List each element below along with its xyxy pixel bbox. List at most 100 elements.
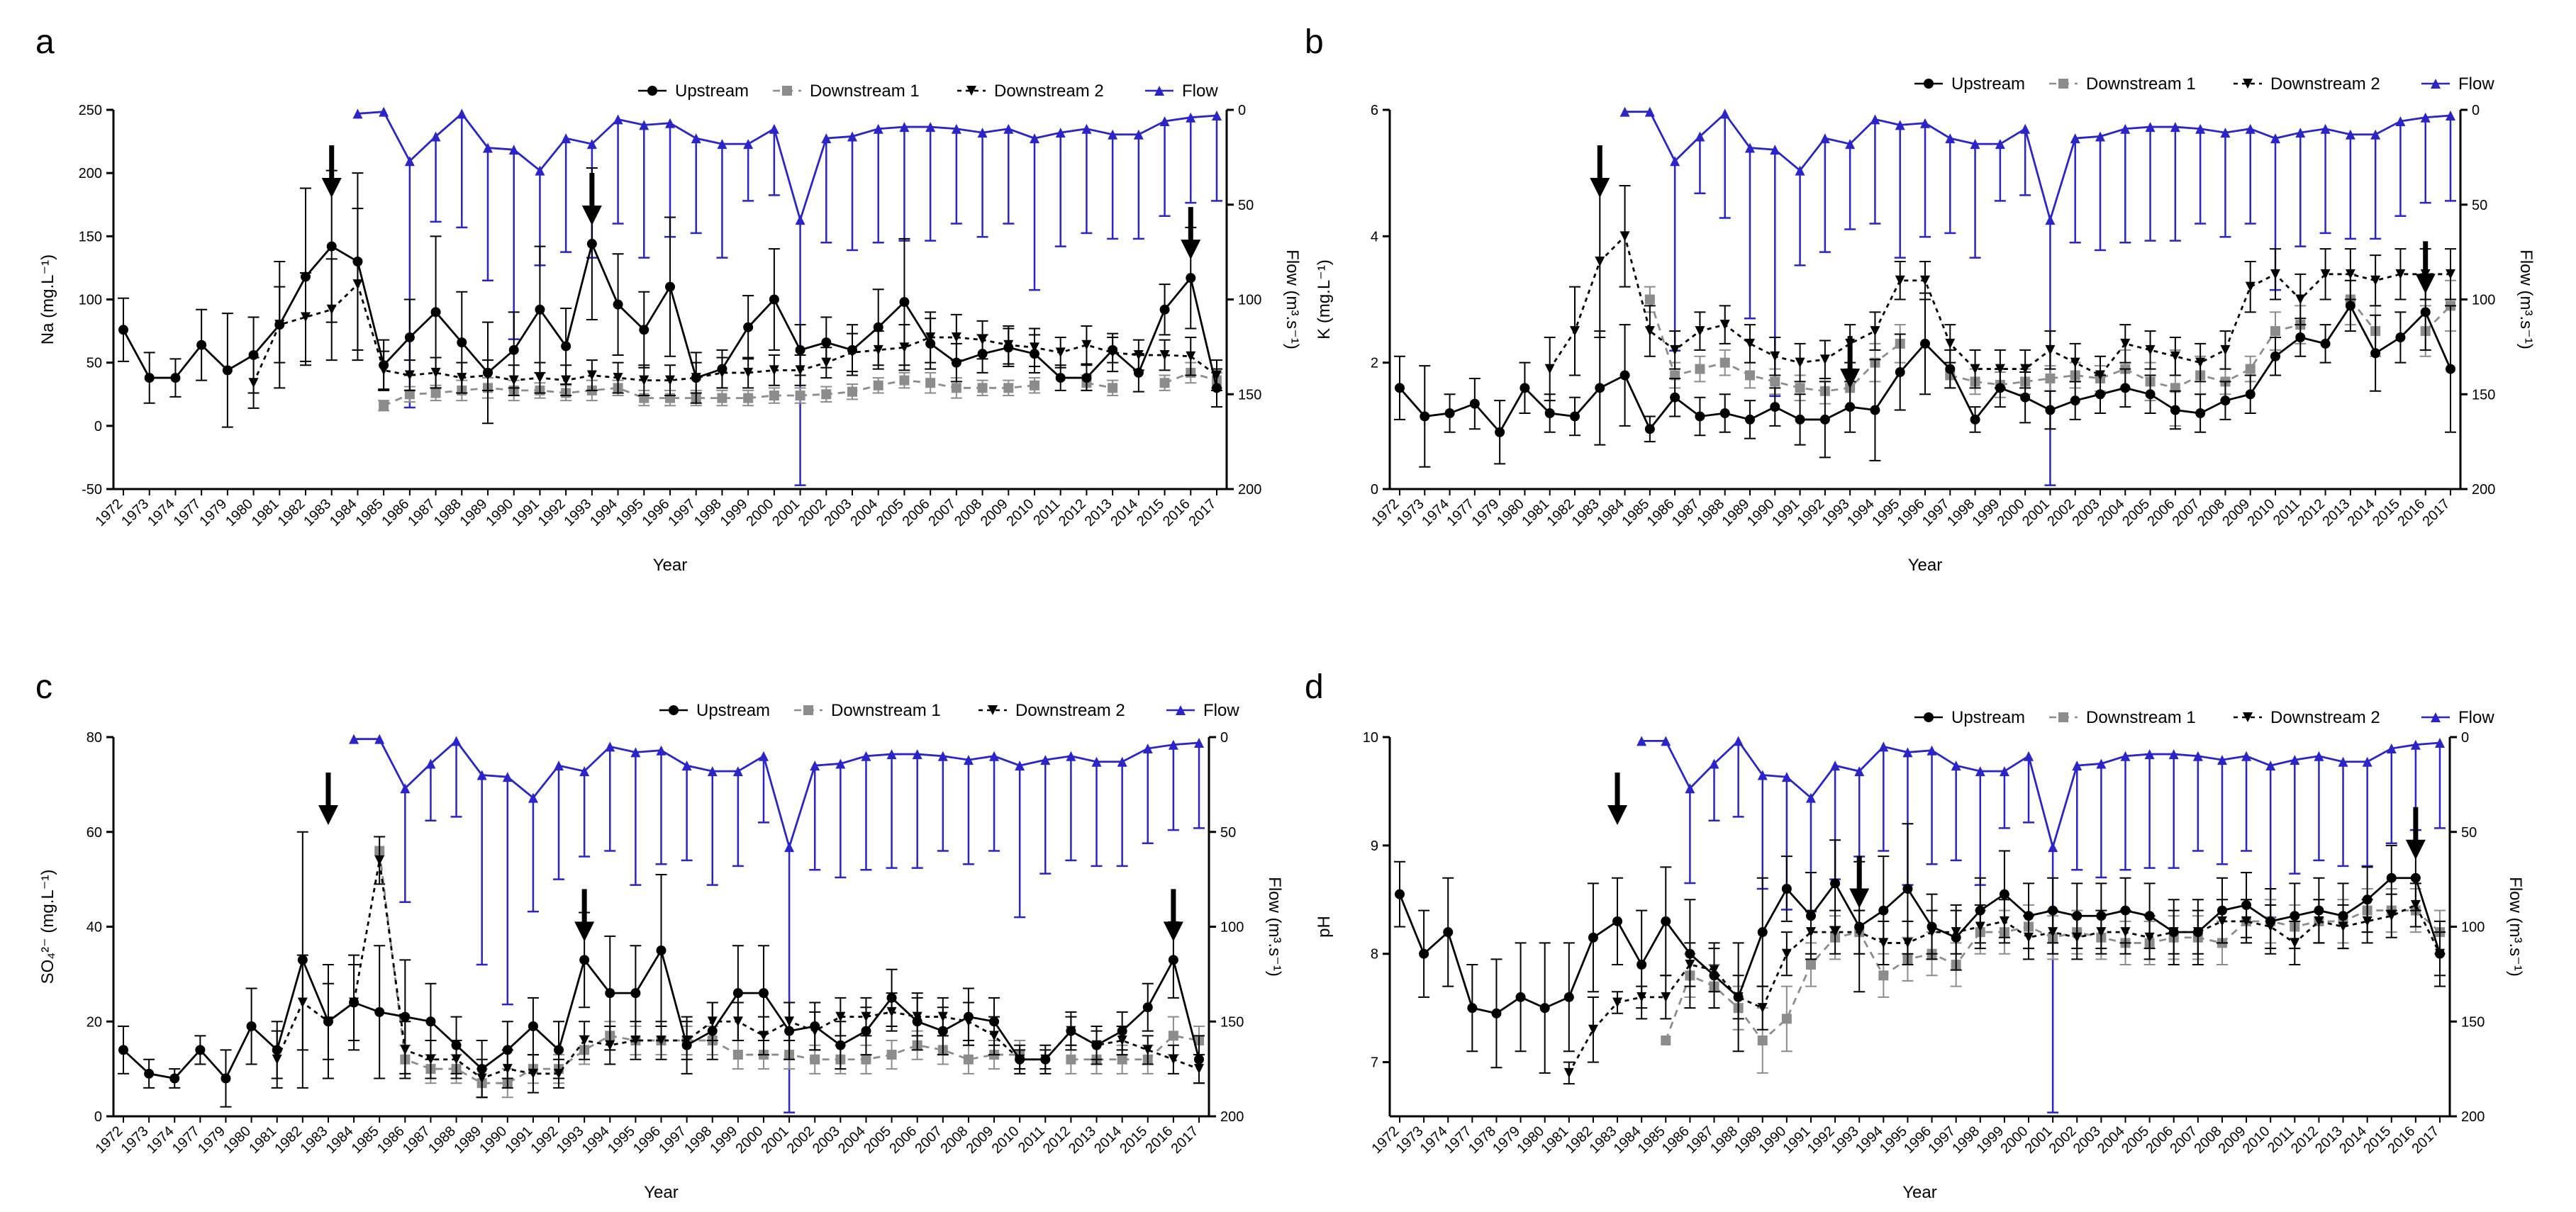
x-tick-label: 2016 xyxy=(1160,496,1193,529)
data-point xyxy=(430,131,441,142)
data-point xyxy=(1719,320,1730,330)
data-point xyxy=(1845,402,1856,413)
data-point xyxy=(1117,756,1127,767)
data-point xyxy=(1770,402,1780,413)
data-point xyxy=(1805,911,1816,921)
data-point xyxy=(1588,1024,1598,1035)
data-point xyxy=(717,393,727,403)
data-point xyxy=(425,1016,436,1027)
data-point xyxy=(1117,1026,1127,1036)
x-tick-label: 2015 xyxy=(1117,1123,1150,1157)
y2-tick-label: 50 xyxy=(2461,825,2477,841)
data-point xyxy=(1970,139,1980,150)
x-tick-label: 1982 xyxy=(275,496,308,529)
x-tick-label: 2010 xyxy=(2240,1123,2273,1157)
x-tick-label: 1987 xyxy=(1669,496,1702,529)
data-point xyxy=(1108,383,1118,393)
data-point xyxy=(1194,1054,1204,1065)
data-point xyxy=(1745,142,1755,153)
legend-marker xyxy=(966,86,976,96)
data-point xyxy=(691,133,701,144)
data-point xyxy=(1819,414,1830,425)
data-point xyxy=(326,241,337,252)
data-point xyxy=(586,139,597,150)
data-point xyxy=(784,1026,795,1036)
x-tick-label: 1999 xyxy=(1973,1123,2007,1157)
data-point xyxy=(1081,340,1092,350)
legend-label-downstream1: Downstream 1 xyxy=(2086,708,2196,727)
data-point xyxy=(951,357,961,368)
data-point xyxy=(1719,408,1730,418)
x-tick-label: 1989 xyxy=(457,496,491,529)
x-tick-label: 2012 xyxy=(1056,496,1089,529)
data-point xyxy=(2435,948,2445,959)
x-tick-label: 2004 xyxy=(835,1123,869,1157)
data-point xyxy=(821,133,832,144)
data-point xyxy=(2045,215,2056,225)
data-point xyxy=(2217,905,2227,916)
data-point xyxy=(1644,106,1655,117)
data-point xyxy=(579,955,590,965)
data-point xyxy=(1670,392,1680,403)
data-point xyxy=(1030,349,1039,359)
arrow-marker xyxy=(321,145,342,198)
data-point xyxy=(1781,884,1792,894)
y-tick-label: 40 xyxy=(87,920,102,936)
data-point xyxy=(1830,927,1841,938)
x-tick-label: 1990 xyxy=(483,496,516,529)
y2-tick-label: 200 xyxy=(2472,482,2495,498)
data-point xyxy=(1902,747,1913,758)
data-point xyxy=(2072,911,2082,921)
series-line xyxy=(252,282,1217,383)
data-point xyxy=(1970,414,1980,425)
y2-tick-label: 200 xyxy=(1238,482,1261,498)
data-point xyxy=(2070,357,2080,368)
data-point xyxy=(665,118,675,128)
legend: Upstream Downstream 1 Downstream 2 Flow xyxy=(1914,708,2494,727)
data-point xyxy=(1709,758,1719,769)
x-tick-label: 1985 xyxy=(1619,496,1652,529)
arrow-marker xyxy=(1840,336,1861,389)
x-tick-label: 1986 xyxy=(1644,496,1678,529)
data-point xyxy=(977,128,988,138)
data-point xyxy=(1819,354,1830,365)
x-tick-label: 2016 xyxy=(1142,1123,1176,1157)
series-line xyxy=(1641,739,2441,851)
data-point xyxy=(1902,884,1913,894)
data-point xyxy=(2095,389,2105,400)
data-point xyxy=(1670,156,1680,167)
data-point xyxy=(374,855,385,865)
data-point xyxy=(2386,744,2397,754)
data-point xyxy=(1142,1002,1153,1013)
data-point xyxy=(528,1068,538,1079)
data-point xyxy=(1695,326,1705,337)
data-point xyxy=(2070,133,2080,144)
data-point xyxy=(586,370,597,381)
data-point xyxy=(769,294,779,305)
data-point xyxy=(886,1050,897,1060)
data-point xyxy=(937,751,948,761)
data-point xyxy=(2220,344,2231,355)
data-point xyxy=(169,1073,180,1084)
y2-tick-label: 50 xyxy=(1238,198,1254,213)
data-point xyxy=(404,389,415,400)
data-point xyxy=(2345,129,2355,140)
data-point xyxy=(508,145,519,155)
y-tick-label: 4 xyxy=(1371,229,1378,245)
x-tick-label: 2007 xyxy=(2170,496,2203,529)
data-point xyxy=(1091,756,1102,767)
data-point xyxy=(951,383,961,393)
y2-tick-label: 150 xyxy=(1238,387,1261,403)
x-tick-label: 1995 xyxy=(605,1123,638,1157)
x-tick-label: 2010 xyxy=(1004,496,1037,529)
x-tick-label: 1996 xyxy=(630,1123,664,1157)
arrow-marker xyxy=(1607,773,1628,825)
x-tick-label: 1981 xyxy=(246,1123,279,1157)
x-tick-label: 2017 xyxy=(2409,1123,2443,1157)
x-tick-label: 2002 xyxy=(796,496,829,529)
data-point xyxy=(1895,120,1905,130)
data-point xyxy=(639,375,649,386)
arrow-marker xyxy=(574,889,595,942)
x-tick-label: 2005 xyxy=(861,1123,894,1157)
arrow-head xyxy=(1590,178,1610,198)
